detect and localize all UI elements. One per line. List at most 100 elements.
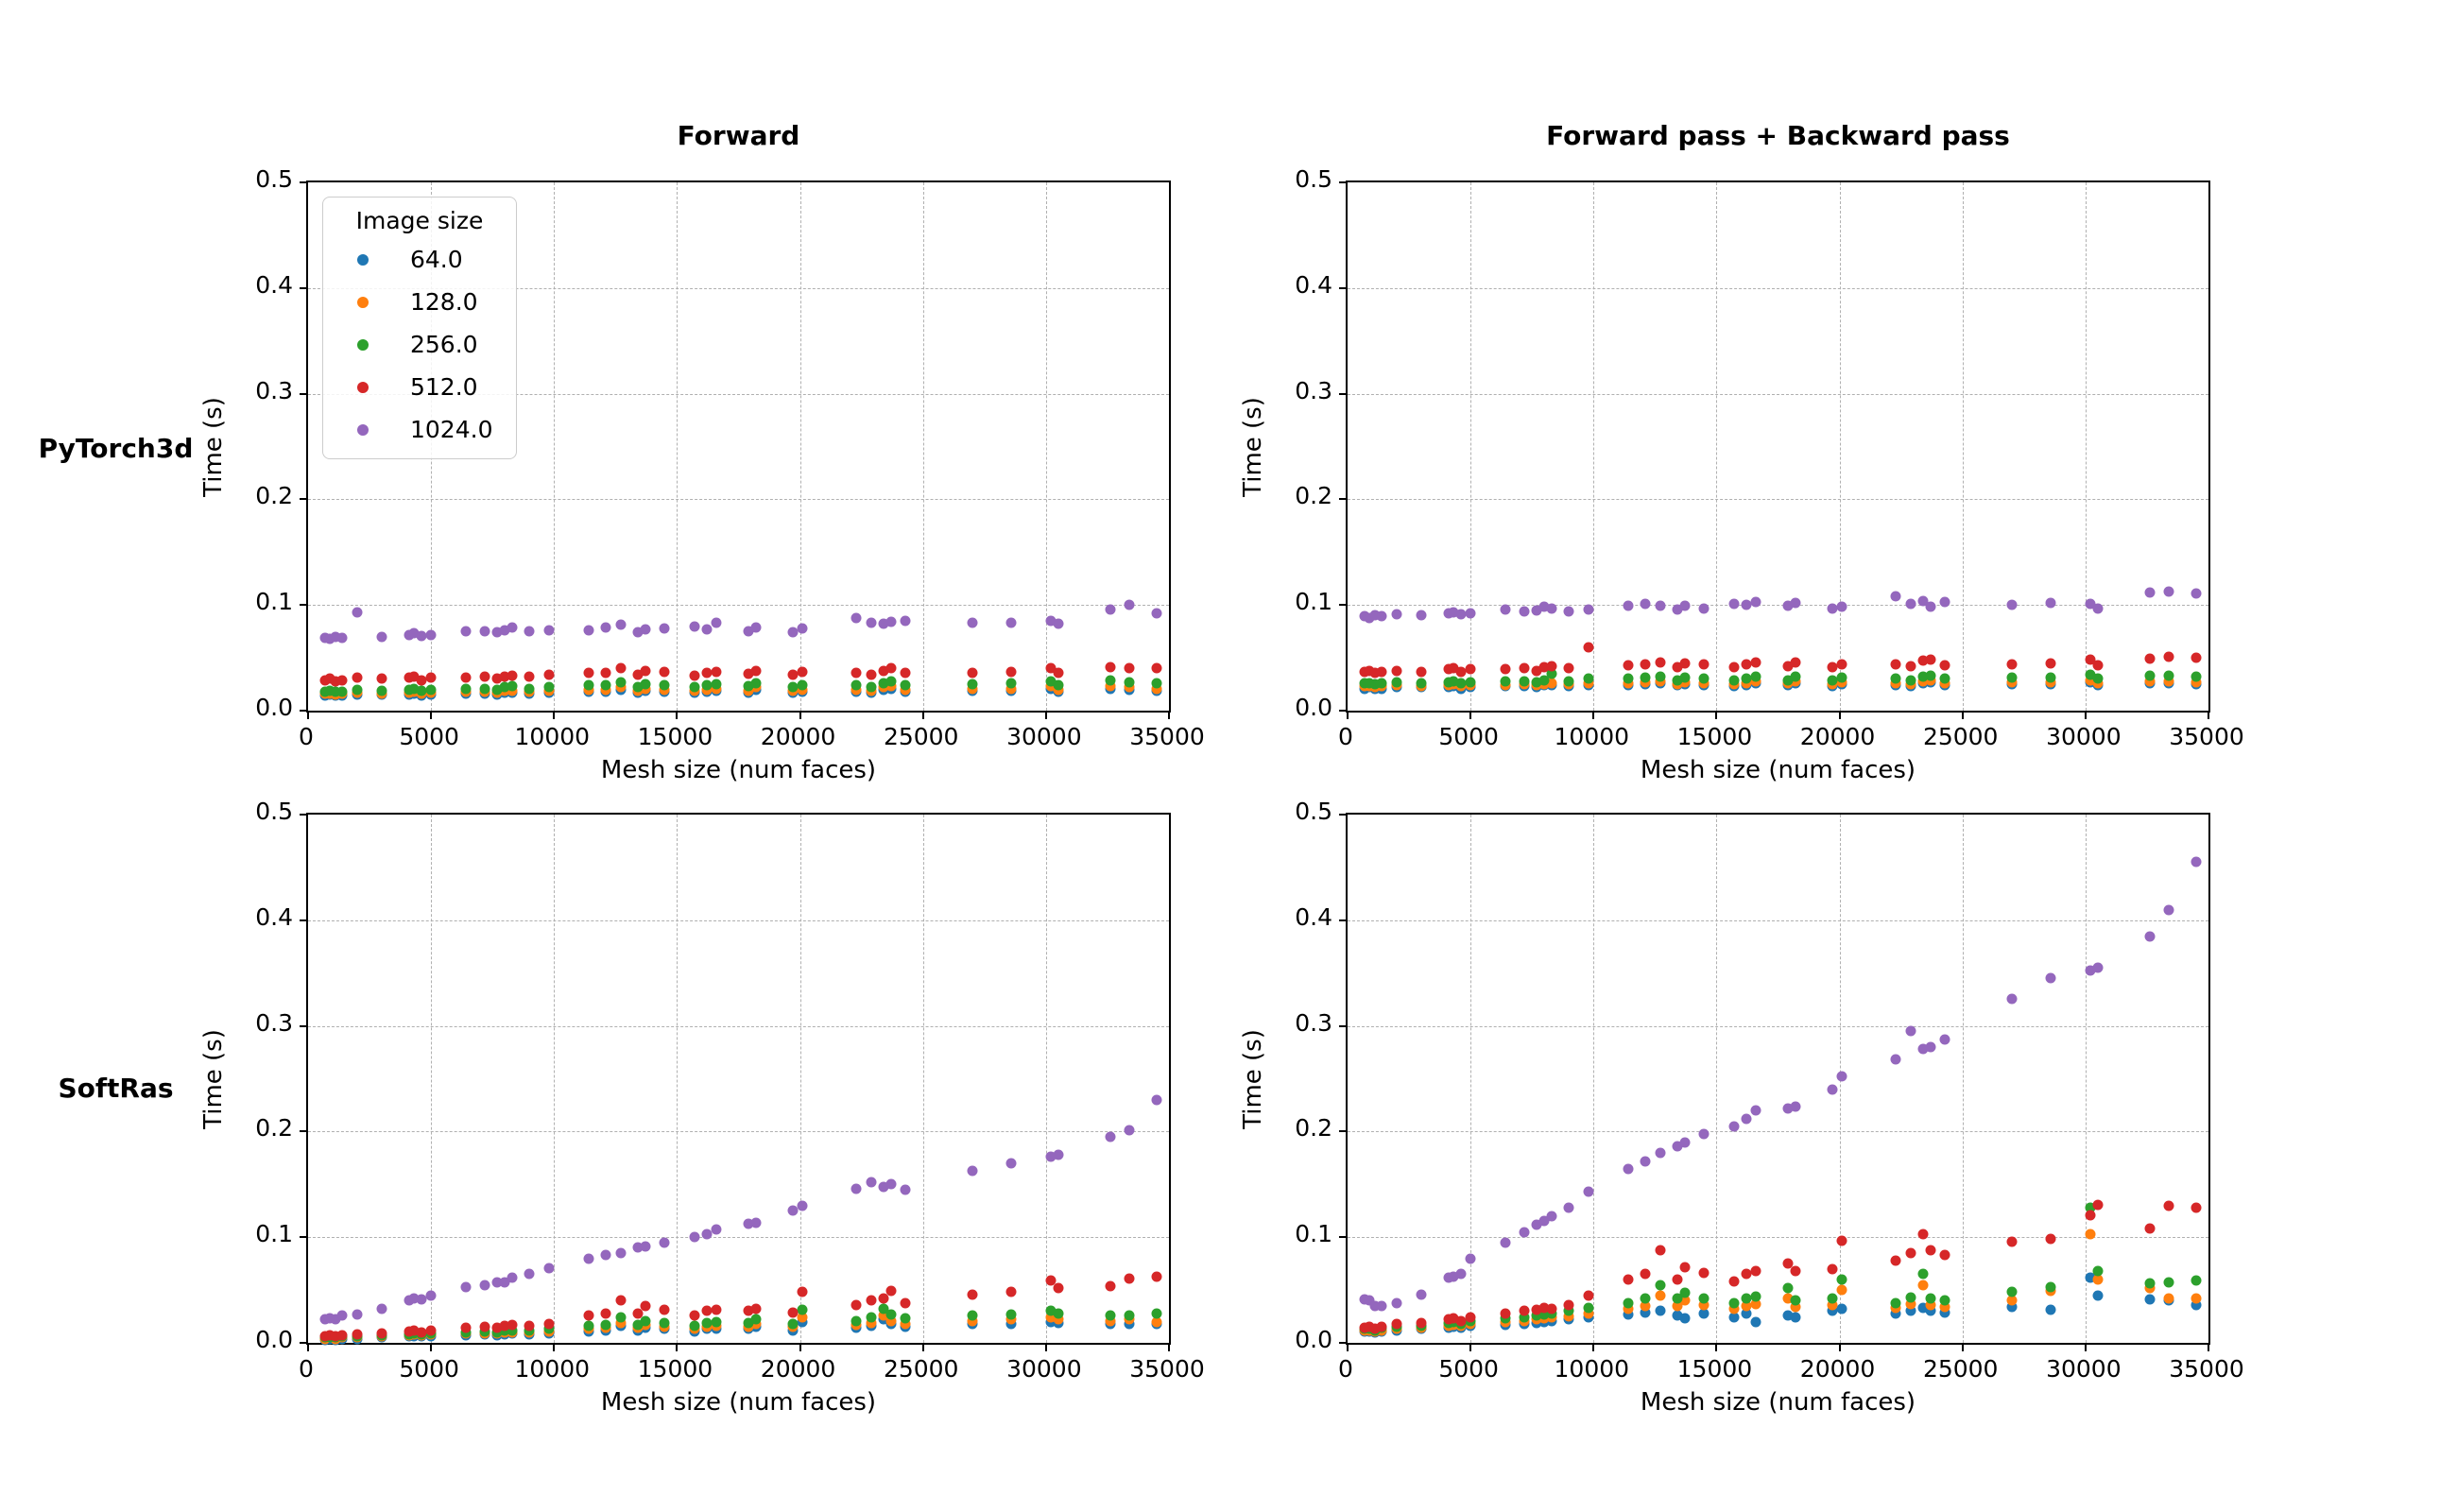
gridline-vertical [2085,815,2087,1343]
scatter-point-64.0 [1640,1307,1651,1318]
x-tick-label: 25000 [1922,1355,1999,1383]
scatter-point-512.0 [1369,1323,1381,1334]
scatter-point-128.0 [615,681,627,693]
x-tick [799,1343,801,1351]
scatter-point-512.0 [1465,1312,1476,1323]
gridline-horizontal [308,605,1169,607]
scatter-point-1024.0 [507,1272,518,1283]
y-tick [1339,392,1348,395]
scatter-point-1024.0 [689,1231,700,1243]
scatter-point-1024.0 [376,631,387,643]
scatter-point-256.0 [797,1304,808,1315]
scatter-point-1024.0 [878,1181,889,1193]
scatter-point-1024.0 [787,1205,799,1216]
scatter-point-512.0 [336,1330,348,1341]
y-tick-label: 0.2 [1295,482,1332,510]
scatter-point-512.0 [900,667,911,679]
gridline-horizontal [1348,919,2208,921]
scatter-point-1024.0 [376,1303,387,1314]
x-tick [430,711,433,719]
scatter-point-1024.0 [1538,1215,1550,1227]
scatter-point-128.0 [1124,681,1135,693]
scatter-point-512.0 [491,673,503,684]
gridline-vertical [1045,815,1047,1343]
scatter-point-512.0 [743,1305,754,1316]
y-tick-label: 0.2 [255,482,293,510]
legend-title: Image size [355,207,484,234]
x-tick-label: 25000 [883,1355,959,1383]
scatter-point-256.0 [640,679,651,690]
scatter-point-1024.0 [1546,1211,1557,1222]
scatter-point-256.0 [1790,1295,1801,1306]
panel-title-forward: Forward [677,120,800,151]
scatter-point-64.0 [1939,1307,1950,1318]
y-tick [300,604,308,607]
x-tick-label: 5000 [399,1355,459,1383]
scatter-point-256.0 [878,1303,889,1314]
scatter-point-1024.0 [900,1184,911,1195]
y-tick [300,498,308,501]
scatter-point-1024.0 [1364,1295,1375,1306]
gridline-horizontal [308,393,1169,395]
x-tick [1168,711,1170,719]
x-tick [799,711,801,719]
x-tick [430,1343,433,1351]
scatter-point-1024.0 [1623,600,1634,611]
gridline-horizontal [1348,499,2208,501]
scatter-point-256.0 [583,679,594,691]
scatter-point-64.0 [1827,1305,1838,1316]
scatter-point-512.0 [543,1318,555,1330]
scatter-point-256.0 [1782,1282,1794,1294]
x-tick-label: 30000 [1006,723,1082,750]
scatter-point-1024.0 [1151,608,1162,619]
scatter-point-1024.0 [408,627,420,639]
x-tick [307,1343,309,1351]
scatter-point-512.0 [1416,1317,1427,1329]
scatter-point-256.0 [1698,1293,1710,1304]
legend-label-64: 64.0 [410,246,463,273]
scatter-point-256.0 [885,676,897,687]
plot-area-softras-forward-backward [1339,813,2210,1351]
scatter-point-1024.0 [1519,606,1530,617]
scatter-point-512.0 [1546,661,1557,672]
scatter-point-128.0 [1890,1302,1901,1314]
scatter-point-1024.0 [1563,1202,1574,1213]
scatter-point-1024.0 [797,623,808,634]
scatter-point-512.0 [900,1297,911,1309]
x-tick [1592,711,1595,719]
legend-entry-256: 256.0 [323,323,516,366]
scatter-point-1024.0 [1391,1297,1402,1309]
scatter-point-1024.0 [2163,586,2174,597]
scatter-point-512.0 [967,667,978,679]
scatter-point-128.0 [2163,1293,2174,1304]
scatter-point-256.0 [1750,1291,1761,1302]
scatter-point-256.0 [507,680,518,692]
y-tick [1339,1130,1348,1133]
scatter-point-256.0 [352,684,363,696]
scatter-point-128.0 [885,680,897,692]
scatter-point-64.0 [2006,1301,2018,1313]
scatter-point-128.0 [1925,1299,1936,1311]
y-tick-label: 0.2 [1295,1114,1332,1143]
scatter-point-256.0 [1369,679,1381,690]
scatter-point-256.0 [2144,670,2156,681]
y-tick-label: 0.3 [255,1008,293,1037]
scatter-point-512.0 [352,672,363,683]
scatter-point-512.0 [376,1328,387,1339]
scatter-point-512.0 [850,1299,862,1311]
gridline-vertical [799,182,801,711]
scatter-point-256.0 [1583,673,1594,684]
scatter-point-512.0 [2085,654,2096,665]
scatter-point-1024.0 [1151,1094,1162,1106]
scatter-point-1024.0 [1369,1300,1381,1312]
scatter-point-256.0 [1827,1293,1838,1304]
scatter-point-512.0 [743,668,754,679]
scatter-point-64.0 [2191,1299,2202,1311]
scatter-point-1024.0 [1045,1151,1057,1162]
scatter-point-64.0 [1728,1312,1740,1323]
scatter-point-512.0 [711,666,722,678]
x-tick [307,711,309,719]
scatter-point-512.0 [1531,665,1542,677]
y-tick-label: 0.5 [255,165,293,193]
x-tick-label: 30000 [1006,1355,1082,1383]
